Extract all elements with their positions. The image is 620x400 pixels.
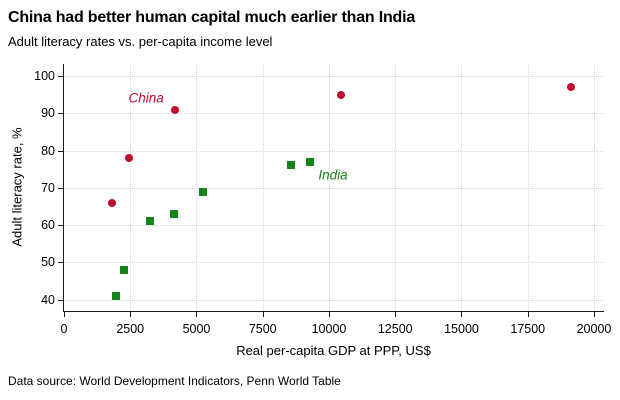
y-tick-mark [58,150,63,152]
x-tick-mark [196,312,198,317]
y-tick-mark [58,113,63,115]
y-tick-label: 70 [41,180,55,195]
x-axis-title: Real per-capita GDP at PPP, US$ [236,343,431,358]
x-tick-mark [395,312,397,317]
x-gridline [527,64,529,311]
x-gridline [461,64,463,311]
x-tick-label: 15000 [444,322,479,336]
x-axis-line [63,311,604,313]
y-tick-label: 80 [41,143,55,158]
data-point-china [124,154,133,163]
y-gridline [64,262,603,264]
y-tick-label: 50 [41,255,55,270]
x-tick-label: 0 [60,322,68,336]
x-tick-mark [130,312,132,317]
y-tick-mark [58,75,63,77]
x-tick-label: 10000 [311,322,347,336]
x-tick-mark [527,312,529,317]
y-gridline [64,113,603,115]
y-gridline [64,75,603,77]
x-gridline [130,64,132,311]
data-point-india [146,217,155,226]
x-gridline [395,64,397,311]
y-axis-line [63,64,65,312]
x-tick-label: 20000 [576,322,612,336]
chart-subtitle: Adult literacy rates vs. per-capita inco… [8,34,273,49]
series-label-india: India [318,167,348,183]
plot-area: 40 50 60 70 80 90 100 0 2500 5000 7500 10000 12500 15… [34,64,611,336]
y-gridline [64,299,603,301]
y-tick-label: 90 [41,106,55,121]
x-gridline [196,64,198,311]
data-point-india [169,209,178,218]
y-gridline [64,187,603,189]
y-tick-label: 60 [41,218,55,233]
data-point-india [111,292,120,301]
x-tick-label: 7500 [248,322,277,336]
y-gridline [64,225,603,227]
x-tick-mark [262,312,264,317]
y-tick-mark [58,262,63,264]
series-label-china: China [128,90,164,106]
data-point-india [199,187,208,196]
x-tick-label: 5000 [182,322,211,336]
y-tick-label: 100 [34,68,55,83]
x-gridline [593,64,595,311]
y-tick-mark [58,225,63,227]
source-note: Data source: World Development Indicator… [8,374,341,388]
x-tick-mark [64,312,65,317]
data-point-china [107,198,116,207]
y-tick-mark [58,299,63,301]
data-point-india [119,265,128,274]
y-tick-mark [58,187,63,189]
data-point-china [171,105,180,114]
x-tick-label: 2500 [116,322,145,336]
x-tick-label: 12500 [377,322,413,336]
x-tick-mark [328,312,330,317]
y-gridline [64,150,603,152]
x-tick-label: 17500 [510,322,546,336]
data-point-china [336,90,345,99]
data-point-india [306,157,315,166]
data-point-india [286,161,295,170]
y-axis-title: Adult literacy rate, % [9,127,25,247]
x-tick-mark [461,312,463,317]
x-gridline [262,64,264,311]
chart-title: China had better human capital much earl… [8,9,416,26]
y-tick-label: 40 [41,292,55,307]
x-gridline [328,64,330,311]
data-point-china [567,83,576,92]
x-tick-mark [593,312,595,317]
